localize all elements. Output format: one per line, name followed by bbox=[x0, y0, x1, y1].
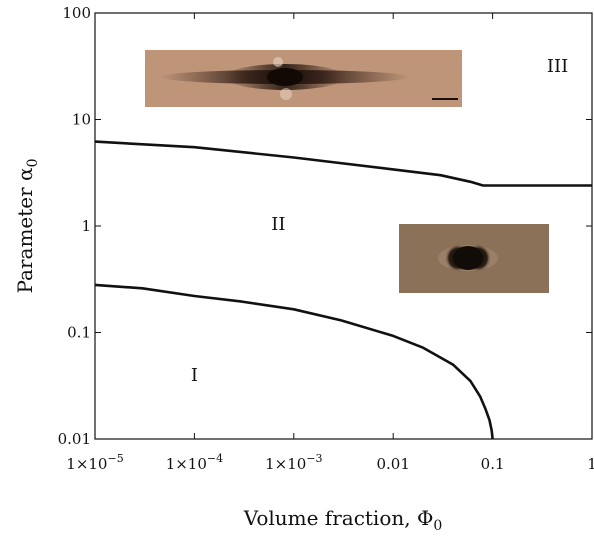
x-tick-label: 0.1 bbox=[481, 455, 505, 473]
y-tick-label: 100 bbox=[62, 4, 91, 22]
region-label-III: III bbox=[547, 56, 568, 77]
y-tick-label: 0.01 bbox=[58, 430, 91, 448]
y-axis-label: Parameter α0 bbox=[13, 159, 41, 294]
x-tick-label: 1×10−4 bbox=[166, 452, 223, 473]
lobed-particle-micrograph bbox=[399, 224, 549, 293]
region-label-I: I bbox=[191, 365, 198, 386]
x-tick-label: 1×10−5 bbox=[66, 452, 123, 473]
y-tick-label: 1 bbox=[81, 217, 91, 235]
axis-ticks: 1×10−5 1×10−4 1×10−3 0.01 0.1 1 100 10 1 0.1 0.01 bbox=[58, 4, 594, 473]
boundary-curve-2 bbox=[94, 283, 494, 440]
x-tick-label: 1×10−3 bbox=[265, 452, 322, 473]
x-tick-label: 1 bbox=[587, 455, 594, 473]
boundary-curves bbox=[94, 140, 592, 440]
needle-crystal-micrograph bbox=[145, 50, 462, 107]
y-tick-label: 0.1 bbox=[67, 324, 91, 342]
x-tick-label: 0.01 bbox=[376, 455, 409, 473]
boundary-curve-1 bbox=[94, 140, 592, 187]
y-tick-label: 10 bbox=[72, 111, 91, 129]
region-label-II: II bbox=[271, 214, 285, 235]
x-axis-label: Volume fraction, Φ0 bbox=[243, 506, 443, 534]
